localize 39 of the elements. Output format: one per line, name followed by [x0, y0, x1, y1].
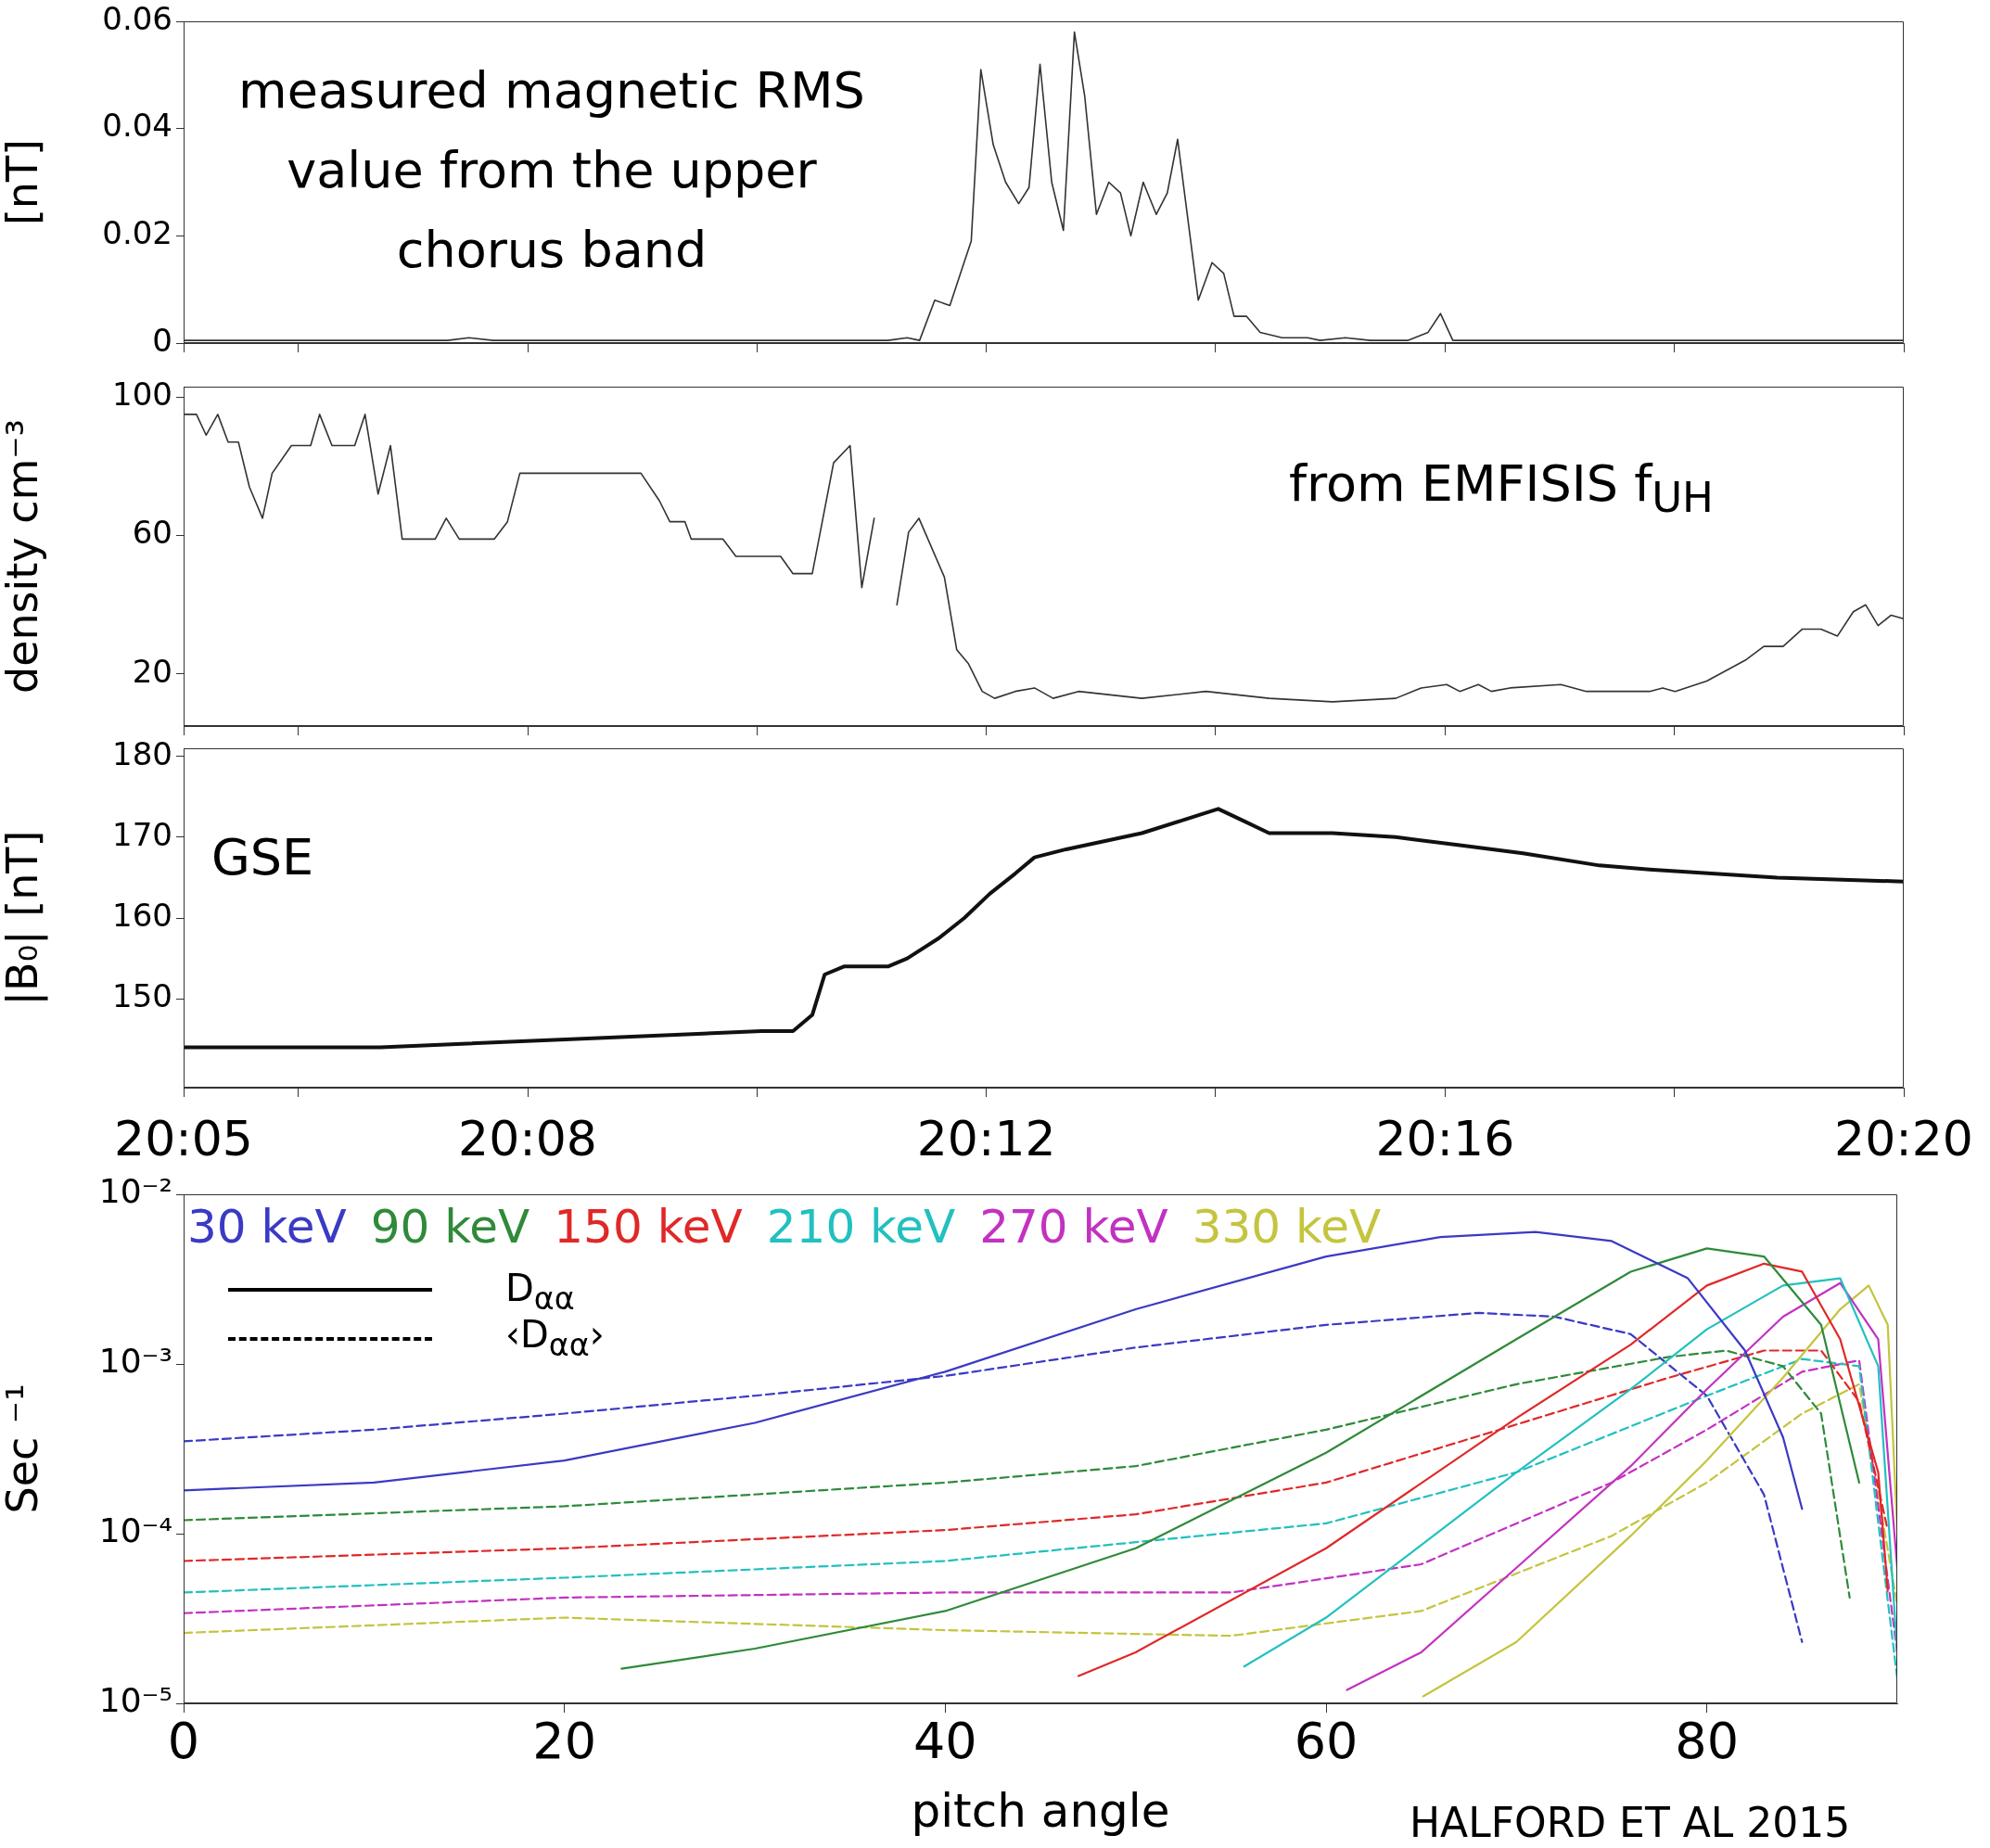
y-tick-label: 20 [132, 652, 172, 690]
y-tick-label: 160 [112, 896, 172, 934]
text: 330 keV [1192, 1200, 1382, 1254]
text: 30 keV [187, 1200, 347, 1254]
text: 150 keV [554, 1200, 743, 1254]
annotation: GSE [211, 828, 314, 886]
y-tick-label: 0.02 [102, 214, 172, 252]
text: 90 keV [370, 1200, 530, 1254]
x-tick-label: 20:05 [114, 1110, 253, 1166]
y-tick-label: 170 [112, 815, 172, 853]
x-tick-label: 60 [1294, 1712, 1359, 1771]
x-tick-label: 80 [1675, 1712, 1740, 1771]
y-tick-label: 0.06 [102, 0, 172, 37]
text: HALFORD ET AL 2015 [1410, 1799, 1851, 1846]
y-axis-title: density cm⁻³ [0, 418, 47, 695]
y-tick-label: 10⁻² [98, 1172, 172, 1211]
y-axis-title: Sec ⁻¹ [0, 1383, 47, 1514]
y-tick-label: 180 [112, 734, 172, 772]
x-tick-label: 20 [532, 1712, 597, 1771]
x-tick-label: 20:20 [1834, 1110, 1973, 1166]
y-tick-label: 60 [132, 514, 172, 552]
annotation: from EMFISIS f$_{UH}$ [1289, 454, 1714, 522]
x-tick-label: 20:12 [916, 1110, 1056, 1166]
y-tick-label: 100 [112, 376, 172, 414]
y-tick-label: 0.04 [102, 107, 172, 145]
y-tick-label: 150 [112, 976, 172, 1014]
x-tick-label: 20:08 [458, 1110, 597, 1166]
y-tick-label: 10⁻⁴ [98, 1511, 172, 1550]
y-tick-label: 10⁻⁵ [98, 1681, 172, 1720]
y-axis-title: |B₀| [nT] [0, 830, 48, 1006]
x-axis-title: pitch angle [911, 1783, 1170, 1838]
x-tick-label: 20:16 [1375, 1110, 1515, 1166]
annotation: measured magnetic RMS value from the upper chorus band [237, 60, 866, 281]
text: 270 keV [979, 1200, 1168, 1254]
y-axis-title: [nT] [0, 138, 47, 226]
y-tick-label: 0 [152, 321, 172, 359]
y-tick-label: 10⁻³ [98, 1342, 172, 1381]
x-tick-label: 40 [912, 1712, 977, 1771]
text: 210 keV [766, 1200, 956, 1254]
